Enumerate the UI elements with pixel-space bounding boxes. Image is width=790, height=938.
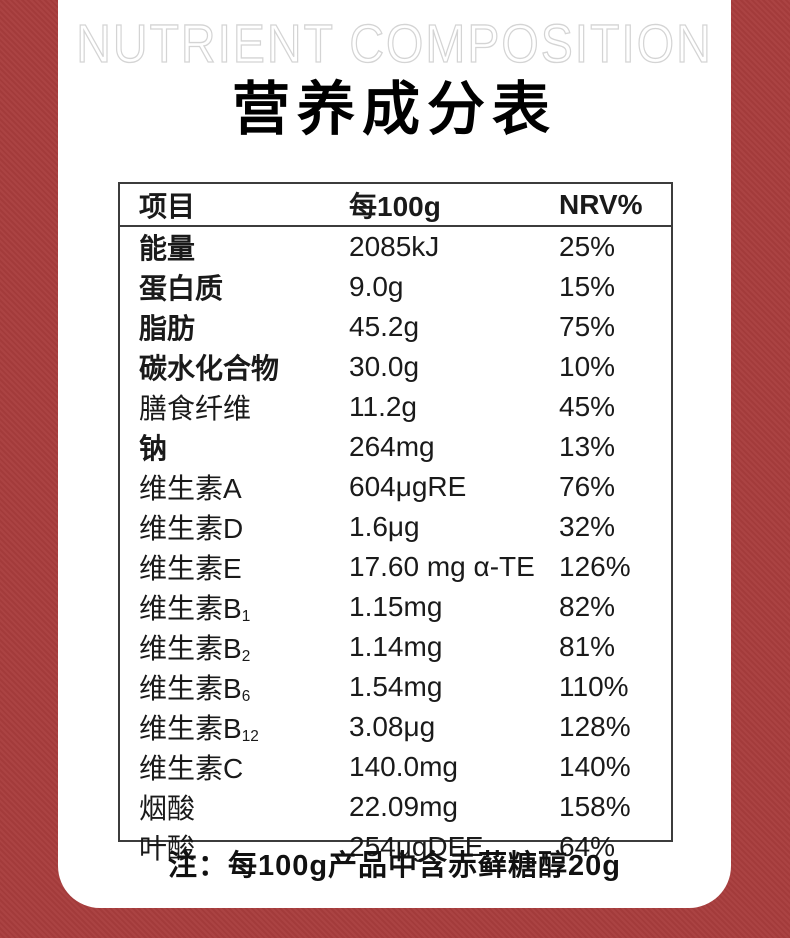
nutrient-name-text: 膳食纤维 bbox=[139, 393, 252, 424]
nutrient-name-text: 蛋白质 bbox=[139, 273, 224, 304]
nutrient-nrv: 75% bbox=[559, 311, 616, 342]
nutrient-value: 45.2g bbox=[349, 311, 420, 342]
nutrient-row-dietary-fiber: 膳食纤维 11.2g 45% bbox=[120, 387, 671, 427]
nutrient-row-vitamin-e: 维生素E 17.60 mg α-TE 126% bbox=[120, 547, 671, 587]
nutrient-row-vitamin-b1: 维生素B1 1.15mg 82% bbox=[120, 587, 671, 627]
nutrient-name-text: 钠 bbox=[139, 433, 168, 464]
nutrient-name: 蛋白质 bbox=[139, 267, 349, 307]
nutrient-name: 维生素B2 bbox=[139, 627, 349, 667]
nutrient-row-vitamin-a: 维生素A 604μgRE 76% bbox=[120, 467, 671, 507]
nutrient-row-vitamin-c: 维生素C 140.0mg 140% bbox=[120, 747, 671, 787]
nutrient-nrv: 76% bbox=[559, 471, 616, 502]
nutrient-name: 维生素B6 bbox=[139, 667, 349, 707]
nutrient-value: 140.0mg bbox=[349, 751, 458, 782]
nutrient-nrv: 15% bbox=[559, 271, 616, 302]
nutrient-name-text: 碳水化合物 bbox=[139, 353, 280, 384]
nutrient-nrv: 25% bbox=[559, 231, 616, 262]
nutrient-row-carbohydrate: 碳水化合物 30.0g 10% bbox=[120, 347, 671, 387]
table-header-row: 项目 每100g NRV% bbox=[120, 184, 671, 227]
nutrient-row-vitamin-b2: 维生素B2 1.14mg 81% bbox=[120, 627, 671, 667]
nutrient-name: 能量 bbox=[139, 227, 349, 267]
nutrient-nrv: 45% bbox=[559, 391, 616, 422]
nutrient-value: 264mg bbox=[349, 431, 435, 462]
nutrient-name: 维生素A bbox=[139, 467, 349, 507]
nutrient-row-protein: 蛋白质 9.0g 15% bbox=[120, 267, 671, 307]
nutrient-name: 脂肪 bbox=[139, 307, 349, 347]
nutrient-value: 254μgDFE bbox=[349, 831, 484, 862]
nutrient-row-sodium: 钠 264mg 13% bbox=[120, 427, 671, 467]
nutrient-name-subscript: 6 bbox=[241, 687, 251, 705]
nutrient-name-text: 叶酸 bbox=[139, 833, 196, 864]
nutrient-value: 1.54mg bbox=[349, 671, 443, 702]
nutrient-name: 维生素E bbox=[139, 547, 349, 587]
nutrient-value: 1.6μg bbox=[349, 511, 420, 542]
nutrition-table: 项目 每100g NRV% 能量 2085kJ 25% 蛋白质 9.0g 15%… bbox=[118, 182, 673, 864]
nutrient-name-text: 脂肪 bbox=[139, 313, 196, 344]
nutrient-nrv: 64% bbox=[559, 831, 616, 862]
nutrient-name-text: 维生素B bbox=[139, 593, 242, 624]
nutrient-name-text: 能量 bbox=[139, 233, 196, 264]
erythritol-footnote: 注：每100g产品中含赤藓糖醇20g bbox=[167, 850, 622, 882]
nutrient-value: 2085kJ bbox=[349, 231, 440, 262]
nutrient-nrv: 128% bbox=[559, 711, 631, 742]
label-panel: NUTRIENT COMPOSITION 营养成分表 项目 每100g NRV%… bbox=[58, 0, 731, 908]
nutrient-value: 3.08μg bbox=[349, 711, 436, 742]
nutrient-nrv: 110% bbox=[559, 671, 629, 702]
column-header-per100g: 每100g bbox=[349, 190, 441, 222]
nutrient-nrv: 13% bbox=[559, 431, 616, 462]
nutrient-value: 17.60 mg α-TE bbox=[349, 551, 535, 582]
nutrient-value: 22.09mg bbox=[349, 791, 458, 822]
nutrient-name: 碳水化合物 bbox=[139, 347, 349, 387]
nutrient-name-text: 维生素B bbox=[139, 633, 242, 664]
column-header-nrv: NRV% bbox=[559, 188, 643, 220]
nutrient-name-text: 维生素D bbox=[139, 513, 244, 544]
nutrient-value: 11.2g bbox=[349, 391, 417, 422]
nutrient-row-energy: 能量 2085kJ 25% bbox=[120, 227, 671, 267]
nutrient-name: 钠 bbox=[139, 427, 349, 467]
nutrient-name-subscript: 1 bbox=[241, 607, 251, 625]
nutrient-value: 9.0g bbox=[349, 271, 404, 302]
nutrient-nrv: 10% bbox=[559, 351, 616, 382]
nutrient-name-text: 烟酸 bbox=[139, 793, 196, 824]
nutrient-row-fat: 脂肪 45.2g 75% bbox=[120, 307, 671, 347]
english-title: NUTRIENT COMPOSITION bbox=[76, 14, 713, 75]
nutrient-row-vitamin-b12: 维生素B12 3.08μg 128% bbox=[120, 707, 671, 747]
nutrient-value: 1.15mg bbox=[349, 591, 443, 622]
nutrient-nrv: 126% bbox=[559, 551, 631, 582]
nutrient-name: 维生素B12 bbox=[139, 707, 349, 747]
nutrient-name: 膳食纤维 bbox=[139, 387, 349, 427]
nutrient-row-vitamin-d: 维生素D 1.6μg 32% bbox=[120, 507, 671, 547]
nutrient-name-text: 维生素B bbox=[139, 713, 242, 744]
nutrient-name-subscript: 2 bbox=[241, 647, 251, 665]
nutrient-nrv: 81% bbox=[559, 631, 616, 662]
nutrient-name: 维生素C bbox=[139, 747, 349, 787]
nutrient-nrv: 82% bbox=[559, 591, 616, 622]
nutrient-row-vitamin-b6: 维生素B6 1.54mg 110% bbox=[120, 667, 671, 707]
nutrient-row-niacin: 烟酸 22.09mg 158% bbox=[120, 787, 671, 827]
column-header-item: 项目 bbox=[139, 190, 196, 222]
nutrient-value: 1.14mg bbox=[349, 631, 443, 662]
nutrient-row-folic-acid: 叶酸 254μgDFE 64% bbox=[120, 827, 671, 867]
nutrient-name: 维生素B1 bbox=[139, 587, 349, 627]
nutrient-name: 烟酸 bbox=[139, 787, 349, 827]
nutrient-value: 604μgRE bbox=[349, 471, 467, 502]
nutrient-name-text: 维生素B bbox=[139, 673, 242, 704]
nutrient-name-text: 维生素E bbox=[139, 553, 242, 584]
nutrient-nrv: 140% bbox=[559, 751, 631, 782]
nutrient-name-subscript: 12 bbox=[241, 727, 259, 745]
nutrient-name: 叶酸 bbox=[139, 827, 349, 867]
nutrient-name: 维生素D bbox=[139, 507, 349, 547]
nutrient-nrv: 158% bbox=[559, 791, 631, 822]
nutrient-nrv: 32% bbox=[559, 511, 616, 542]
chinese-title: 营养成分表 bbox=[231, 77, 557, 142]
nutrient-name-text: 维生素C bbox=[139, 753, 244, 784]
nutrient-value: 30.0g bbox=[349, 351, 420, 382]
nutrient-name-text: 维生素A bbox=[139, 473, 242, 504]
